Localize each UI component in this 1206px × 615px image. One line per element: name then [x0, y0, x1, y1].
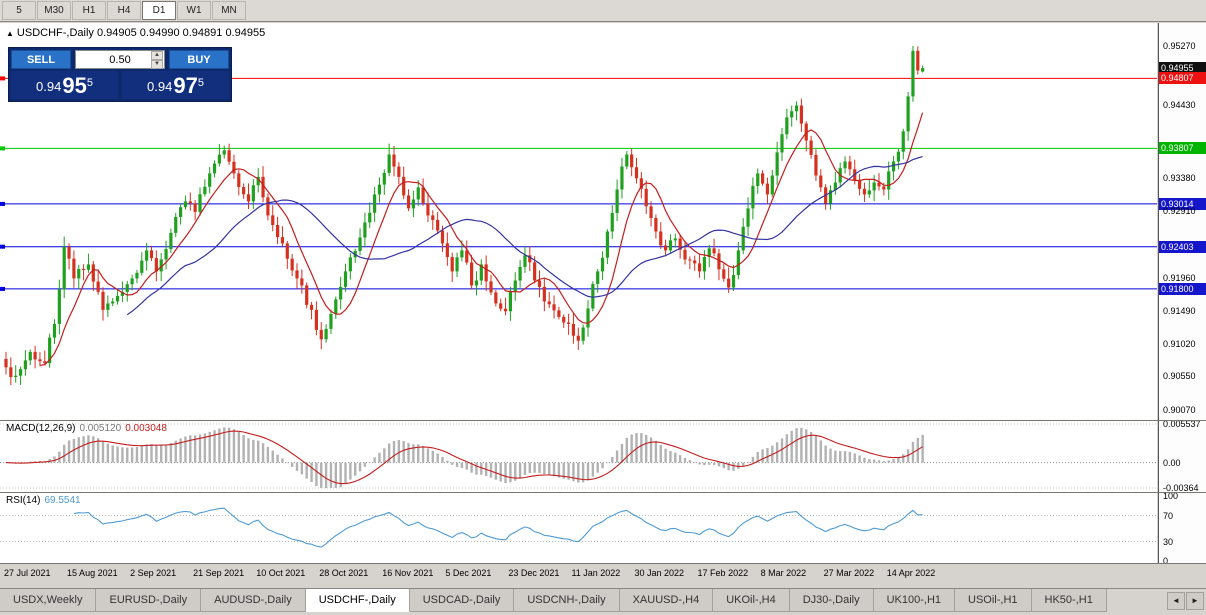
time-axis-label: 15 Aug 2021	[67, 568, 118, 578]
chart-tab-dj30[interactable]: DJ30-,Daily	[789, 589, 874, 612]
time-axis-label: 21 Sep 2021	[193, 568, 245, 578]
panel-separator[interactable]	[0, 420, 1206, 421]
price-axis-label: 0.95270	[1163, 41, 1196, 51]
tab-scroll-controls: ◄ ►	[1166, 592, 1204, 610]
price-axis-label: 0.90550	[1163, 371, 1196, 382]
panel-separator[interactable]	[0, 563, 1206, 564]
chart-tab-ukoil[interactable]: UKOil-,H4	[713, 589, 790, 612]
price-axis-label: 0.92910	[1163, 206, 1196, 217]
time-axis-label: 17 Feb 2022	[697, 568, 749, 578]
rsi-indicator-label: RSI(14) 69.5541	[6, 495, 81, 506]
chart-tab-usdx[interactable]: USDX,Weekly	[0, 589, 97, 612]
time-axis-label: 16 Nov 2021	[382, 568, 434, 578]
timeframe-button-w1[interactable]: W1	[177, 1, 211, 20]
macd-axis-label: 0.00	[1163, 457, 1181, 468]
time-axis-label: 23 Dec 2021	[508, 568, 560, 578]
timeframe-toolbar: 5 M30 H1 H4 D1 W1 MN	[0, 0, 1206, 22]
buy-price-big: 97	[173, 73, 198, 98]
price-axis-label: 0.94955	[1159, 62, 1206, 75]
time-axis-label: 30 Jan 2022	[634, 568, 685, 578]
macd-axis-label: -0.00364	[1163, 483, 1199, 493]
time-axis-label: 11 Jan 2022	[571, 568, 621, 578]
chart-tab-usdcnh[interactable]: USDCNH-,Daily	[514, 589, 620, 612]
time-axis-label: 5 Dec 2021	[445, 568, 492, 578]
time-axis-label: 27 Jul 2021	[4, 568, 51, 578]
price-axis[interactable]: 0.95270 0.94955 0.94807 0.94430 0.93807 0.933…	[1158, 23, 1206, 566]
timeframe-button-h4[interactable]: H4	[107, 1, 141, 20]
chart-title-overlay: ▲ USDCHF-,Daily 0.94905 0.94990 0.94891 0…	[6, 27, 265, 39]
panel-separator[interactable]	[0, 492, 1206, 493]
buy-price-prefix: 0.94	[147, 79, 173, 94]
sell-price-prefix: 0.94	[36, 79, 62, 94]
timeframe-button-5[interactable]: 5	[2, 1, 36, 20]
sell-price-pipette: 5	[86, 77, 93, 89]
tab-scroll-left-icon[interactable]: ◄	[1167, 592, 1185, 610]
rsi-axis-label: 30	[1163, 536, 1174, 547]
price-axis-label: 0.91490	[1163, 305, 1196, 316]
timeframe-button-mn[interactable]: MN	[212, 1, 246, 20]
price-axis-label: 0.91020	[1163, 338, 1196, 349]
rsi-value: 69.5541	[44, 495, 81, 506]
chart-tab-usoil[interactable]: USOil-,H1	[955, 589, 1032, 612]
time-axis-label: 14 Apr 2022	[886, 568, 936, 578]
buy-price-pipette: 5	[197, 77, 204, 89]
volume-field[interactable]: 0.50 ▲ ▼	[75, 50, 165, 69]
macd-indicator-plot[interactable]	[0, 420, 1157, 492]
timeframe-button-m30[interactable]: M30	[37, 1, 71, 20]
macd-main-value: 0.005120	[79, 423, 122, 434]
macd-name: MACD(12,26,9)	[6, 423, 76, 434]
chart-tab-eurusd[interactable]: EURUSD-,Daily	[96, 589, 202, 612]
trade-prices-row: 0.94 95 5 0.94 97 5	[9, 71, 231, 101]
volume-increase-button[interactable]: ▲	[151, 50, 163, 60]
chart-tab-hk50[interactable]: HK50-,H1	[1031, 589, 1107, 612]
price-axis-label: 0.91800	[1159, 282, 1206, 295]
timeframe-button-d1[interactable]: D1	[142, 1, 176, 20]
price-axis-label: 0.94807	[1159, 72, 1206, 85]
chart-tabs: USDX,Weekly EURUSD-,Daily AUDUSD-,Daily USD…	[0, 589, 1107, 612]
chart-tab-xauusd[interactable]: XAUUSD-,H4	[619, 589, 714, 612]
sell-price-big: 95	[62, 73, 87, 98]
time-axis-label: 27 Mar 2022	[823, 568, 875, 578]
time-axis-label: 2 Sep 2021	[130, 568, 177, 578]
macd-axis-label: 0.005537	[1163, 419, 1201, 429]
volume-value: 0.50	[109, 53, 131, 66]
trade-controls-row: SELL 0.50 ▲ ▼ BUY	[9, 48, 231, 71]
price-axis-label: 0.92403	[1159, 240, 1206, 253]
sell-button[interactable]: SELL	[11, 50, 71, 69]
chart-tab-audusd[interactable]: AUDUSD-,Daily	[201, 589, 306, 612]
tab-scroll-right-icon[interactable]: ►	[1186, 592, 1204, 610]
volume-decrease-button[interactable]: ▼	[151, 59, 163, 69]
rsi-indicator-plot[interactable]	[0, 492, 1157, 563]
rsi-name: RSI(14)	[6, 495, 41, 506]
rsi-axis-label: 70	[1163, 510, 1174, 521]
price-axis-label: 0.91960	[1163, 272, 1196, 283]
macd-indicator-label: MACD(12,26,9) 0.005120 0.003048	[6, 423, 167, 434]
price-axis-label: 0.90070	[1163, 405, 1196, 415]
ohlc-values: 0.94905 0.94990 0.94891 0.94955	[96, 27, 266, 39]
price-axis-label: 0.93014	[1159, 197, 1206, 210]
price-axis-label: 0.93807	[1159, 142, 1206, 155]
buy-button[interactable]: BUY	[169, 50, 229, 69]
time-axis-label: 8 Mar 2022	[760, 568, 807, 578]
chart-tab-uk100[interactable]: UK100-,H1	[873, 589, 956, 612]
chart-tab-usdcad[interactable]: USDCAD-,Daily	[409, 589, 515, 612]
rsi-axis-label: 100	[1163, 491, 1179, 501]
chart-marker-icon: ▲	[6, 29, 14, 38]
price-axis-label: 0.94430	[1163, 99, 1196, 110]
sell-price-display[interactable]: 0.94 95 5	[11, 71, 118, 99]
symbol-name: USDCHF-,Daily	[16, 27, 94, 39]
chart-tab-usdchf[interactable]: USDCHF-,Daily	[305, 589, 410, 612]
buy-price-display[interactable]: 0.94 97 5	[122, 71, 229, 99]
timeframe-button-h1[interactable]: H1	[72, 1, 106, 20]
chart-tabs-bar: USDX,Weekly EURUSD-,Daily AUDUSD-,Daily USD…	[0, 588, 1206, 615]
volume-spinner: ▲ ▼	[151, 50, 163, 69]
rsi-axis-label: 0	[1163, 556, 1169, 566]
macd-signal-value: 0.003048	[125, 423, 167, 434]
one-click-trading-panel: SELL 0.50 ▲ ▼ BUY 0.94 95 5 0.94 97 5	[8, 47, 232, 102]
time-axis-label: 28 Oct 2021	[319, 568, 369, 578]
time-axis[interactable]: 27 Jul 2021 15 Aug 2021 2 Sep 2021 21 Sep 2…	[0, 564, 1206, 588]
time-axis-label: 10 Oct 2021	[256, 568, 306, 578]
price-axis-label: 0.93380	[1163, 173, 1196, 184]
